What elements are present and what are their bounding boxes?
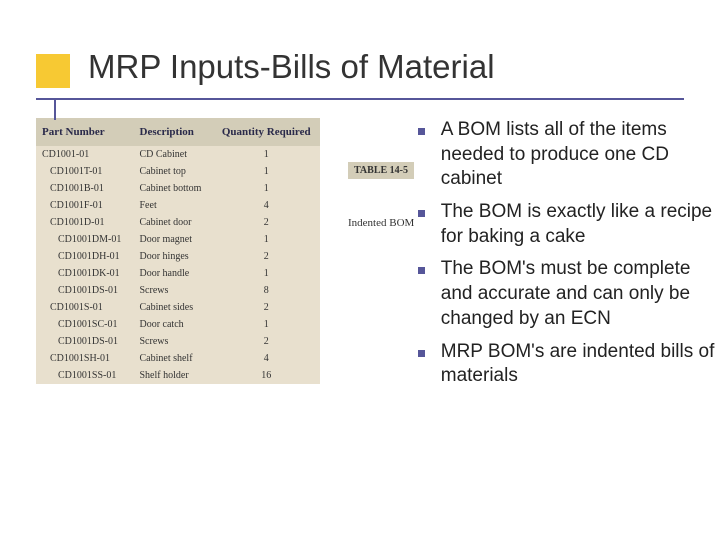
bullet-item: MRP BOM's are indented bills of material… <box>418 340 720 389</box>
cell-description: Feet <box>134 197 213 214</box>
bullet-text: The BOM is exactly like a recipe for bak… <box>441 200 720 249</box>
cell-part-number: CD1001SH-01 <box>36 350 134 367</box>
bullet-text: A BOM lists all of the items needed to p… <box>441 118 720 192</box>
bullet-square-icon <box>418 350 425 357</box>
bullet-square-icon <box>418 128 425 135</box>
title-tick <box>54 100 56 120</box>
header-part-number: Part Number <box>36 118 134 146</box>
table-row: CD1001SS-01Shelf holder16 <box>36 367 320 384</box>
cell-quantity: 2 <box>212 248 320 265</box>
cell-quantity: 4 <box>212 197 320 214</box>
cell-part-number: CD1001S-01 <box>36 299 134 316</box>
cell-quantity: 4 <box>212 350 320 367</box>
cell-description: Cabinet top <box>134 163 213 180</box>
cell-quantity: 1 <box>212 180 320 197</box>
cell-part-number: CD1001SS-01 <box>36 367 134 384</box>
table-row: CD1001S-01Cabinet sides2 <box>36 299 320 316</box>
cell-description: Screws <box>134 282 213 299</box>
table-row: CD1001F-01Feet4 <box>36 197 320 214</box>
cell-description: Cabinet shelf <box>134 350 213 367</box>
table-row: CD1001DS-01Screws2 <box>36 333 320 350</box>
left-column: Part Number Description Quantity Require… <box>36 118 358 397</box>
bom-table: Part Number Description Quantity Require… <box>36 118 320 384</box>
header-description: Description <box>134 118 213 146</box>
title-underline <box>36 98 684 100</box>
cell-description: Cabinet bottom <box>134 180 213 197</box>
bullet-item: The BOM's must be complete and accurate … <box>418 257 720 331</box>
table-row: CD1001SH-01Cabinet shelf4 <box>36 350 320 367</box>
cell-part-number: CD1001-01 <box>36 146 134 163</box>
cell-part-number: CD1001DK-01 <box>36 265 134 282</box>
bullet-list: A BOM lists all of the items needed to p… <box>418 118 720 389</box>
header-quantity: Quantity Required <box>212 118 320 146</box>
cell-quantity: 1 <box>212 316 320 333</box>
cell-quantity: 8 <box>212 282 320 299</box>
cell-quantity: 2 <box>212 333 320 350</box>
cell-quantity: 16 <box>212 367 320 384</box>
table-row: CD1001DS-01Screws8 <box>36 282 320 299</box>
cell-quantity: 1 <box>212 163 320 180</box>
cell-description: Door hinges <box>134 248 213 265</box>
cell-quantity: 2 <box>212 214 320 231</box>
table-caption: Indented BOM <box>348 217 414 229</box>
table-row: CD1001DK-01Door handle1 <box>36 265 320 282</box>
table-header-row: Part Number Description Quantity Require… <box>36 118 320 146</box>
cell-quantity: 1 <box>212 146 320 163</box>
bullet-square-icon <box>418 267 425 274</box>
bullet-item: The BOM is exactly like a recipe for bak… <box>418 200 720 249</box>
cell-description: Door handle <box>134 265 213 282</box>
table-row: CD1001-01CD Cabinet1 <box>36 146 320 163</box>
cell-part-number: CD1001SC-01 <box>36 316 134 333</box>
table-row: CD1001B-01Cabinet bottom1 <box>36 180 320 197</box>
cell-part-number: CD1001DH-01 <box>36 248 134 265</box>
table-row: CD1001T-01Cabinet top1 <box>36 163 320 180</box>
cell-part-number: CD1001F-01 <box>36 197 134 214</box>
cell-description: Screws <box>134 333 213 350</box>
cell-part-number: CD1001B-01 <box>36 180 134 197</box>
bullet-item: A BOM lists all of the items needed to p… <box>418 118 720 192</box>
table-row: CD1001DM-01Door magnet1 <box>36 231 320 248</box>
cell-quantity: 2 <box>212 299 320 316</box>
cell-description: Cabinet sides <box>134 299 213 316</box>
cell-part-number: CD1001DS-01 <box>36 282 134 299</box>
cell-part-number: CD1001DM-01 <box>36 231 134 248</box>
cell-quantity: 1 <box>212 265 320 282</box>
cell-description: Shelf holder <box>134 367 213 384</box>
cell-description: Door catch <box>134 316 213 333</box>
slide-title: MRP Inputs-Bills of Material <box>88 48 720 86</box>
table-row: CD1001D-01Cabinet door2 <box>36 214 320 231</box>
title-area: MRP Inputs-Bills of Material <box>0 0 720 100</box>
right-column: A BOM lists all of the items needed to p… <box>418 118 720 397</box>
bullet-text: MRP BOM's are indented bills of material… <box>441 340 720 389</box>
table-row: CD1001DH-01Door hinges2 <box>36 248 320 265</box>
cell-description: Door magnet <box>134 231 213 248</box>
cell-description: Cabinet door <box>134 214 213 231</box>
cell-part-number: CD1001T-01 <box>36 163 134 180</box>
bullet-text: The BOM's must be complete and accurate … <box>441 257 720 331</box>
cell-description: CD Cabinet <box>134 146 213 163</box>
table-label-block: TABLE 14-5 Indented BOM <box>348 162 414 229</box>
cell-quantity: 1 <box>212 231 320 248</box>
table-row: CD1001SC-01Door catch1 <box>36 316 320 333</box>
content-area: Part Number Description Quantity Require… <box>0 118 720 397</box>
cell-part-number: CD1001D-01 <box>36 214 134 231</box>
title-accent-square <box>36 54 70 88</box>
cell-part-number: CD1001DS-01 <box>36 333 134 350</box>
table-number: TABLE 14-5 <box>348 162 414 179</box>
bullet-square-icon <box>418 210 425 217</box>
